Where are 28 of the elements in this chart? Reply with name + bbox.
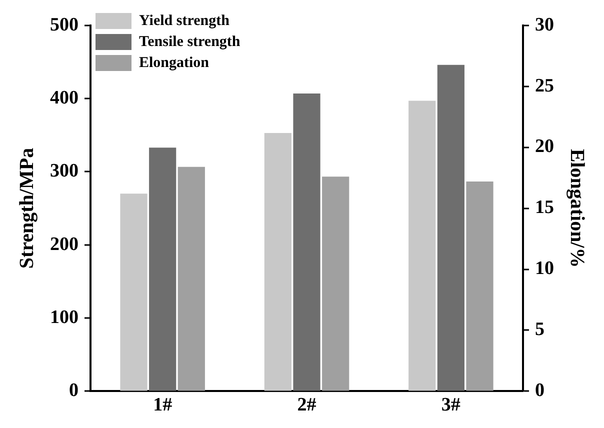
y2-tick-label: 20 xyxy=(535,136,554,158)
y-tick-label: 300 xyxy=(50,160,78,182)
bar xyxy=(466,181,494,391)
x-tick-label: 1# xyxy=(153,394,173,416)
bar xyxy=(437,64,464,391)
bar xyxy=(322,176,350,391)
y2-tick-label: 30 xyxy=(535,14,554,36)
y2-tick-label: 25 xyxy=(535,75,554,96)
y2-tick-label: 0 xyxy=(535,380,544,402)
x-tick-label: 2# xyxy=(297,394,317,416)
y2-tick-label: 15 xyxy=(535,197,554,218)
bar xyxy=(264,132,292,391)
y-tick-label: 200 xyxy=(50,234,78,255)
y-tick-label: 500 xyxy=(50,14,78,36)
x-tick-label: 3# xyxy=(441,394,461,416)
bar xyxy=(293,93,320,391)
legend-label: Yield strength xyxy=(139,12,230,29)
y2-tick-label: 5 xyxy=(535,319,544,340)
legend-label: Tensile strength xyxy=(139,34,241,50)
y-axis-title: Strength/MPa xyxy=(16,148,38,269)
y-tick-label: 100 xyxy=(50,306,78,328)
bar xyxy=(408,100,436,391)
y-tick-label: 0 xyxy=(69,380,78,402)
legend-label: Elongation xyxy=(139,54,210,71)
y2-tick-label: 10 xyxy=(535,258,554,280)
y2-axis-title: Elongation/% xyxy=(566,148,588,268)
y-tick-label: 400 xyxy=(50,87,78,108)
bar xyxy=(120,194,148,391)
